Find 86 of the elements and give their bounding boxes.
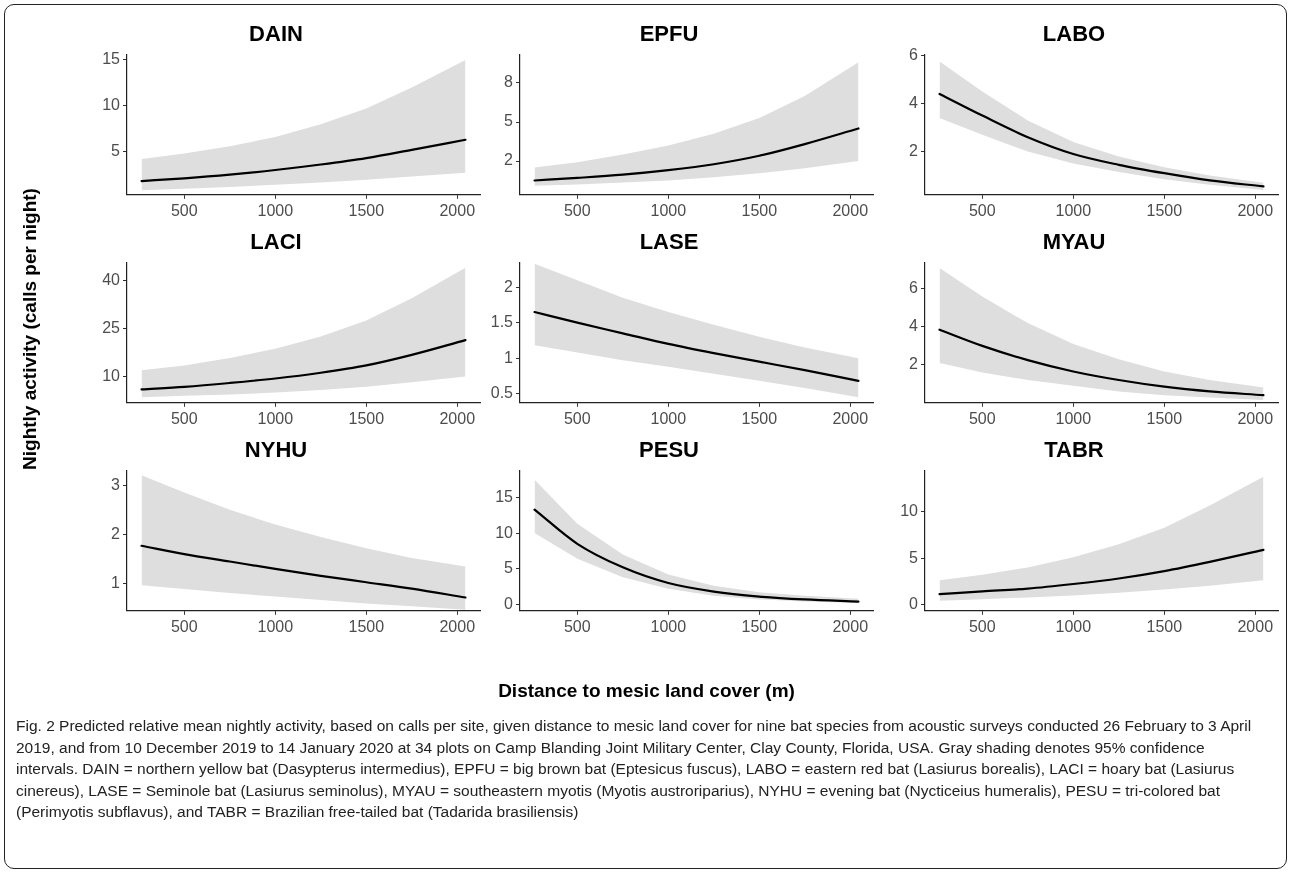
caption: Fig. 2 Predicted relative mean nightly activity, based on calls per site, given distance to mesic land cover for nine bat species from acoustic surveys conducted 26 February to 3 April 2019, and from 10 December 2019 to 14 January 2020 at 34 plots on Camp Blanding Joint Military Center, Clay County, Florida, USA. Gray shading denotes 95% confidence intervals. DAIN = northern yellow bat (Dasypterus intermedius), EPFU = big brown bat (Eptesicus fuscus), LABO = eastern red bat (Lasiurus borealis), LACI = hoary bat (Lasiurus cinereus), LASE = Seminole bat (Lasiurus seminolus), MYAU = southeastern myotis (Myotis austroriparius), NYHU = evening bat (Nycticeius humeralis), PESU = tri-colored bat (Perimyotis subflavus), and TABR = Brazilian free-tailed bat (Tadarida brasiliensis) xyxy=(16,716,1253,822)
chart-title: LACI xyxy=(250,229,302,255)
x-axis-title: Distance to mesic land cover (m) xyxy=(497,680,796,702)
x-tick-label: 1500 xyxy=(348,409,385,427)
y-tick-label: 2 xyxy=(909,142,919,160)
y-tick-label: 3 xyxy=(111,475,121,493)
x-tick-label: 500 xyxy=(170,617,198,635)
line-series xyxy=(140,544,467,599)
x-tick-label: 2000 xyxy=(439,409,476,427)
y-tick-label: 15 xyxy=(495,487,514,505)
y-tick-label: 5 xyxy=(111,142,121,160)
x-tick-label: 1500 xyxy=(348,201,385,219)
x-tick-label: 2000 xyxy=(832,201,869,219)
y-tick-label: 0 xyxy=(909,594,919,612)
y-tick-label: 2 xyxy=(909,355,919,373)
x-tick-label: 2000 xyxy=(1237,201,1274,219)
chart-title: NYHU xyxy=(244,437,308,463)
x-tick-label: 2000 xyxy=(832,409,869,427)
y-tick-label: 10 xyxy=(102,96,121,114)
x-tick-label: 500 xyxy=(563,617,591,635)
y-tick-label: 0.5 xyxy=(490,383,514,401)
x-tick-label: 1000 xyxy=(1055,201,1092,219)
line-series xyxy=(140,339,467,391)
x-tick-label: 1500 xyxy=(741,409,778,427)
y-tick-label: 6 xyxy=(909,279,919,297)
line-series xyxy=(140,138,467,183)
x-tick-label: 2000 xyxy=(439,617,476,635)
x-tick-label: 2000 xyxy=(439,201,476,219)
line-series xyxy=(938,92,1265,188)
x-tick-label: 500 xyxy=(170,409,198,427)
chart-title: LASE xyxy=(639,229,699,255)
x-tick-label: 500 xyxy=(968,201,996,219)
line-series xyxy=(533,127,860,182)
y-tick-label: 5 xyxy=(504,559,514,577)
y-tick-label: 1.5 xyxy=(490,313,514,331)
y-tick-label: 1 xyxy=(504,348,514,366)
x-tick-label: 2000 xyxy=(1237,409,1274,427)
y-tick-label: 10 xyxy=(900,502,919,520)
x-tick-label: 1000 xyxy=(1055,409,1092,427)
y-tick-label: 10 xyxy=(102,366,121,384)
x-tick-label: 1500 xyxy=(1146,201,1183,219)
x-tick-label: 500 xyxy=(968,617,996,635)
y-tick-label: 2 xyxy=(111,524,121,542)
line-series xyxy=(938,548,1265,596)
x-tick-label: 1500 xyxy=(348,617,385,635)
y-tick-label: 5 xyxy=(909,548,919,566)
y-tick-label: 8 xyxy=(504,73,514,91)
x-tick-label: 1000 xyxy=(257,409,294,427)
x-tick-label: 1000 xyxy=(650,617,687,635)
x-tick-label: 2000 xyxy=(832,617,869,635)
y-tick-label: 4 xyxy=(909,317,919,335)
chart-title: PESU xyxy=(639,437,699,463)
y-tick-label: 0 xyxy=(504,594,514,612)
x-tick-label: 500 xyxy=(170,201,198,219)
chart-title: EPFU xyxy=(639,21,699,47)
x-tick-label: 500 xyxy=(968,409,996,427)
y-tick-label: 2 xyxy=(504,151,514,169)
line-series xyxy=(533,508,860,603)
chart-title: MYAU xyxy=(1042,229,1106,255)
y-tick-label: 10 xyxy=(495,523,514,541)
chart-title: TABR xyxy=(1044,437,1104,463)
x-tick-label: 1000 xyxy=(1055,617,1092,635)
y-tick-label: 5 xyxy=(504,112,514,130)
line-series xyxy=(938,328,1265,397)
y-tick-label: 25 xyxy=(102,319,121,337)
x-tick-label: 1000 xyxy=(257,617,294,635)
x-tick-label: 1500 xyxy=(1146,617,1183,635)
x-tick-label: 1500 xyxy=(741,201,778,219)
x-tick-label: 1000 xyxy=(650,409,687,427)
y-tick-label: 40 xyxy=(102,271,121,289)
x-tick-label: 500 xyxy=(563,201,591,219)
x-tick-label: 1500 xyxy=(741,617,778,635)
chart-title: LABO xyxy=(1042,21,1106,47)
x-tick-label: 2000 xyxy=(1237,617,1274,635)
y-tick-label: 1 xyxy=(111,574,121,592)
y-tick-label: 4 xyxy=(909,94,919,112)
y-tick-label: 6 xyxy=(909,46,919,64)
x-tick-label: 1000 xyxy=(257,201,294,219)
chart-title: DAIN xyxy=(249,21,303,47)
x-tick-label: 1500 xyxy=(1146,409,1183,427)
y-tick-label: 15 xyxy=(102,50,121,68)
y-tick-label: 2 xyxy=(504,277,514,295)
y-axis-title: Nightly activity (calls per night) xyxy=(19,187,41,472)
x-tick-label: 500 xyxy=(563,409,591,427)
x-tick-label: 1000 xyxy=(650,201,687,219)
line-series xyxy=(533,310,860,382)
